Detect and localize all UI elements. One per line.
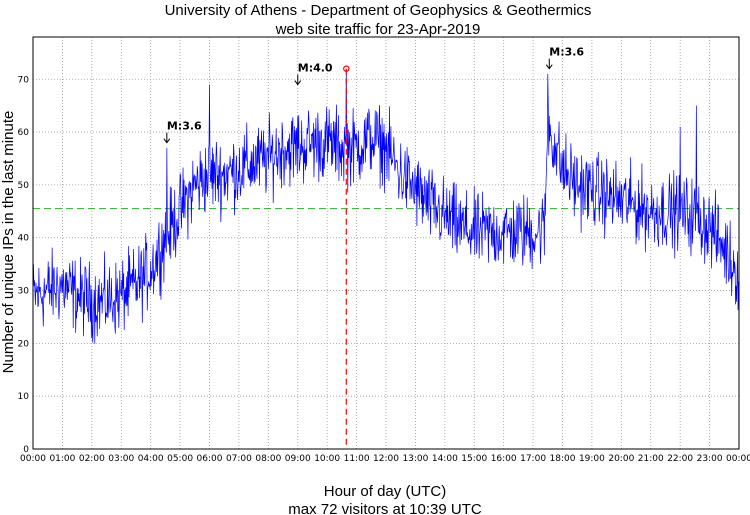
x-tick-label: 20:00	[608, 454, 634, 464]
x-tick-label: 13:00	[402, 454, 428, 464]
x-tick-label: 10:00	[314, 454, 340, 464]
x-tick-label: 19:00	[579, 454, 605, 464]
x-tick-label: 00:00	[20, 454, 46, 464]
y-tick-labels: 0 10 20 30 40 50 60 70	[18, 75, 30, 455]
annotations-group: M:3.6 M:4.0 M:3.6	[163, 46, 584, 144]
x-tick-label: 09:00	[285, 454, 311, 464]
earthquake-annotation: M:4.0	[294, 62, 333, 86]
x-tick-label: 23:00	[697, 454, 723, 464]
y-tick-label: 0	[23, 445, 29, 455]
annotation-arrow-head	[545, 64, 553, 70]
x-tick-label: 21:00	[638, 454, 664, 464]
x-tick-label: 05:00	[167, 454, 193, 464]
y-tick-label: 40	[18, 234, 30, 244]
x-tick-label: 07:00	[226, 454, 252, 464]
annotation-label: M:4.0	[298, 62, 333, 75]
x-tick-label: 17:00	[520, 454, 546, 464]
x-tick-label: 03:00	[108, 454, 134, 464]
y-tick-label: 60	[18, 128, 30, 138]
annotation-label: M:3.6	[167, 120, 202, 133]
earthquake-annotation: M:3.6	[545, 46, 584, 70]
x-tick-label: 15:00	[461, 454, 487, 464]
x-axis-label: Hour of day (UTC)	[324, 483, 447, 500]
chart-summary: max 72 visitors at 10:39 UTC	[288, 501, 482, 515]
annotation-arrow-head	[294, 80, 302, 86]
traffic-series-line	[32, 68, 740, 344]
y-tick-label: 10	[18, 392, 30, 402]
x-tick-label: 14:00	[432, 454, 458, 464]
x-tick-label: 04:00	[138, 454, 164, 464]
y-tick-label: 70	[18, 75, 30, 85]
x-tick-label: 08:00	[255, 454, 281, 464]
max-marker-point	[343, 65, 350, 72]
chart-subtitle: web site traffic for 23-Apr-2019	[275, 21, 481, 38]
annotation-label: M:3.6	[549, 46, 584, 59]
y-tick-label: 20	[18, 339, 30, 349]
x-tick-label: 11:00	[344, 454, 370, 464]
x-tick-label: 00:00	[726, 454, 750, 464]
x-tick-label: 01:00	[49, 454, 75, 464]
chart-title: University of Athens - Department of Geo…	[165, 2, 592, 19]
x-tick-label: 16:00	[491, 454, 517, 464]
y-tick-label: 30	[18, 287, 30, 297]
x-tick-label: 12:00	[373, 454, 399, 464]
x-tick-labels: 00:00 01:00 02:00 03:00 04:00 05:00 06:00 07:00…	[20, 454, 750, 464]
x-tick-label: 02:00	[79, 454, 105, 464]
y-tick-label: 50	[18, 181, 30, 191]
x-tick-label: 06:00	[197, 454, 223, 464]
plot-frame	[32, 36, 740, 450]
x-tick-label: 22:00	[667, 454, 693, 464]
x-tick-label: 18:00	[550, 454, 576, 464]
y-axis-label: Number of unique IPs in the last minute	[0, 111, 17, 374]
annotation-arrow-head	[163, 138, 171, 144]
earthquake-annotation: M:3.6	[163, 120, 202, 144]
grid	[33, 37, 739, 449]
series-group	[32, 68, 740, 344]
max-marker-group	[343, 65, 350, 449]
